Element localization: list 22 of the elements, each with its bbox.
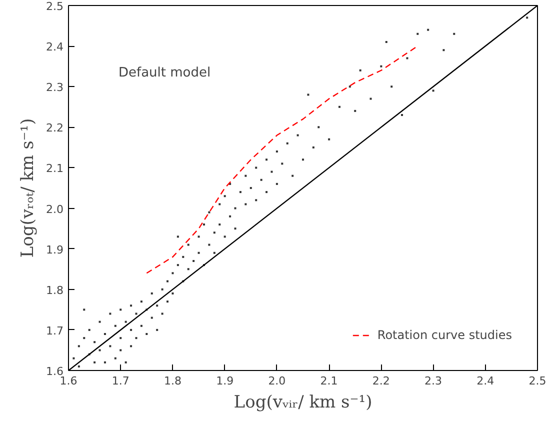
x-tick-label: 2.5 xyxy=(528,374,546,388)
x-tick-label: 2.2 xyxy=(372,374,390,388)
x-tick-label: 2.4 xyxy=(476,374,494,388)
x-axis-title: Log(vᵥᵢᵣ/ km s⁻¹) xyxy=(234,392,372,412)
y-tick-label: 1.9 xyxy=(46,243,64,256)
x-tick-label: 1.8 xyxy=(164,374,182,388)
y-tick-label: 2.1 xyxy=(46,162,64,176)
x-tick-label: 1.9 xyxy=(216,374,234,388)
x-tick-label: 2.3 xyxy=(424,374,442,388)
x-tick-label: 2.0 xyxy=(268,374,286,388)
y-tick-label: 2.4 xyxy=(46,40,64,54)
x-tick-label: 1.7 xyxy=(112,374,130,388)
y-axis-title: Log(vᵣₒₜ/ km s⁻¹) xyxy=(18,118,38,258)
y-tick-label: 1.7 xyxy=(46,324,64,338)
y-tick-label: 1.8 xyxy=(46,284,64,297)
y-tick-label: 2.5 xyxy=(46,0,64,13)
y-tick-label: 2.3 xyxy=(46,81,64,94)
legend-label: Rotation curve studies xyxy=(377,328,512,342)
annotation: Default model xyxy=(118,66,211,80)
y-tick-label: 2.2 xyxy=(46,122,64,135)
y-tick-label: 2.0 xyxy=(46,202,64,216)
x-tick-label: 2.1 xyxy=(320,374,338,388)
